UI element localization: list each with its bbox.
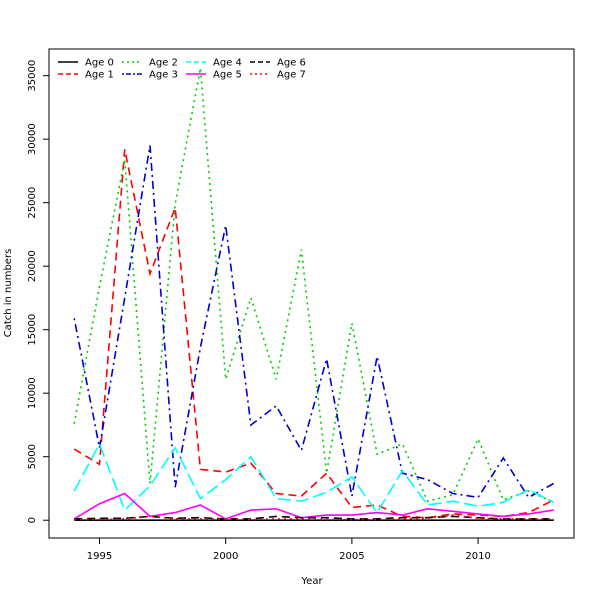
series-line-age-5 (73, 492, 554, 520)
y-axis: 0 5000 10000 15000 20000 25000 30000 35000 (27, 60, 50, 523)
plot-frame (48, 48, 575, 539)
legend-label-age-7: Age 7 (277, 70, 306, 81)
series-line-age-4 (73, 442, 555, 515)
x-tick-label: 2010 (465, 551, 490, 562)
series-layer (73, 67, 555, 522)
legend-label-age-6: Age 6 (277, 58, 306, 69)
series-line-age-1 (73, 149, 555, 519)
x-tick-label: 1995 (87, 551, 112, 562)
y-axis-title: Catch in numbers (3, 249, 14, 338)
legend-label-age-0: Age 0 (85, 58, 114, 69)
y-tick-label: 15000 (27, 314, 38, 346)
legend-label-age-4: Age 4 (213, 58, 242, 69)
y-tick-label: 0 (27, 517, 38, 523)
y-tick-label: 35000 (27, 60, 38, 92)
series-line-age-2 (73, 67, 555, 504)
series-line-age-3 (73, 145, 555, 499)
y-tick-label: 30000 (27, 123, 38, 155)
y-tick-label: 25000 (27, 187, 38, 219)
x-tick-label: 2005 (339, 551, 364, 562)
x-axis: 1995 2000 2005 2010 (87, 537, 491, 562)
legend-label-age-5: Age 5 (213, 70, 242, 81)
y-tick-label: 20000 (27, 250, 38, 282)
legend-label-age-2: Age 2 (149, 58, 178, 69)
y-tick-label: 10000 (27, 377, 38, 409)
series-line-age-6 (74, 515, 554, 520)
series-line-age-7 (74, 514, 554, 521)
x-tick-label: 2000 (213, 551, 238, 562)
y-tick-label: 5000 (27, 444, 38, 469)
legend-label-age-3: Age 3 (149, 70, 178, 81)
x-axis-title: Year (300, 576, 323, 587)
legend-label-age-1: Age 1 (85, 70, 114, 81)
